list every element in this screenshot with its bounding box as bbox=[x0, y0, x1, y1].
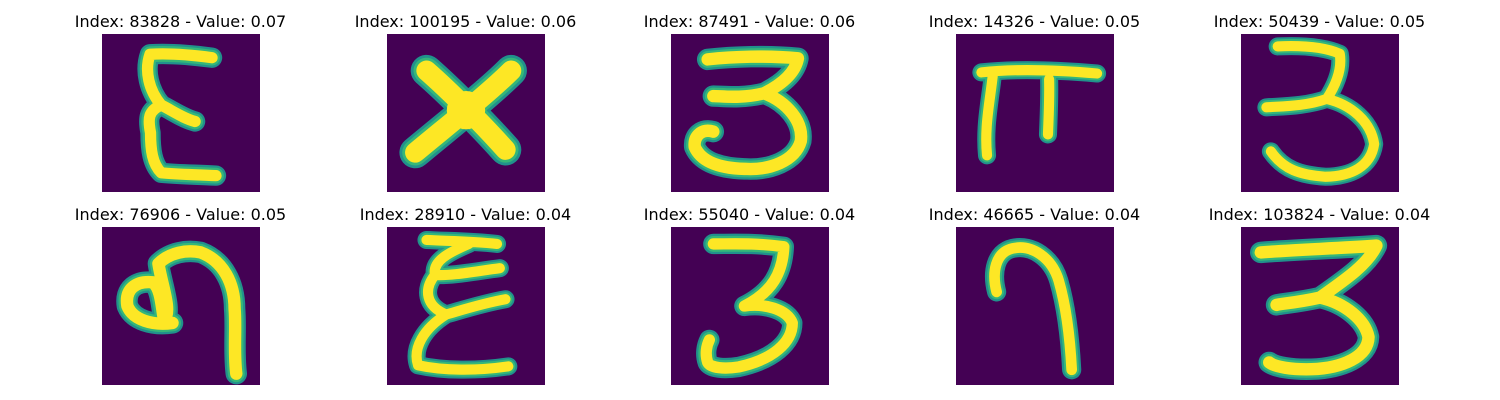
glyph-three-wide-image bbox=[671, 34, 829, 192]
glyph-arch-image bbox=[956, 227, 1114, 385]
grid-cell-10: Index: 103824 - Value: 0.04 bbox=[1177, 205, 1462, 395]
cell-title: Index: 50439 - Value: 0.05 bbox=[1213, 12, 1426, 31]
grid-cell-4: Index: 14326 - Value: 0.05 bbox=[892, 12, 1177, 202]
cell-title: Index: 14326 - Value: 0.05 bbox=[928, 12, 1141, 31]
glyph-three-hook-image bbox=[671, 227, 829, 385]
glyph-epsilon-tall-image bbox=[387, 227, 545, 385]
cell-title: Index: 87491 - Value: 0.06 bbox=[643, 12, 856, 31]
grid-cell-1: Index: 83828 - Value: 0.07 bbox=[38, 12, 323, 202]
glyph-three-bold-image bbox=[1241, 227, 1399, 385]
grid-cell-3: Index: 87491 - Value: 0.06 bbox=[607, 12, 892, 202]
cell-title: Index: 28910 - Value: 0.04 bbox=[359, 205, 572, 224]
glyph-pi-image bbox=[956, 34, 1114, 192]
cell-title: Index: 103824 - Value: 0.04 bbox=[1208, 205, 1431, 224]
grid-cell-8: Index: 55040 - Value: 0.04 bbox=[607, 205, 892, 395]
cell-title: Index: 76906 - Value: 0.05 bbox=[74, 205, 287, 224]
cell-title: Index: 100195 - Value: 0.06 bbox=[354, 12, 577, 31]
cell-title: Index: 46665 - Value: 0.04 bbox=[928, 205, 1141, 224]
grid-cell-7: Index: 28910 - Value: 0.04 bbox=[323, 205, 608, 395]
cell-title: Index: 83828 - Value: 0.07 bbox=[74, 12, 287, 31]
glyph-loop-hook-image bbox=[102, 227, 260, 385]
glyph-epsilon-image bbox=[102, 34, 260, 192]
grid-cell-2: Index: 100195 - Value: 0.06 bbox=[323, 12, 608, 202]
cell-title: Index: 55040 - Value: 0.04 bbox=[643, 205, 856, 224]
glyph-three-open-image bbox=[1241, 34, 1399, 192]
grid-cell-6: Index: 76906 - Value: 0.05 bbox=[38, 205, 323, 395]
glyph-x-image bbox=[387, 34, 545, 192]
grid-cell-9: Index: 46665 - Value: 0.04 bbox=[892, 205, 1177, 395]
grid-cell-5: Index: 50439 - Value: 0.05 bbox=[1177, 12, 1462, 202]
